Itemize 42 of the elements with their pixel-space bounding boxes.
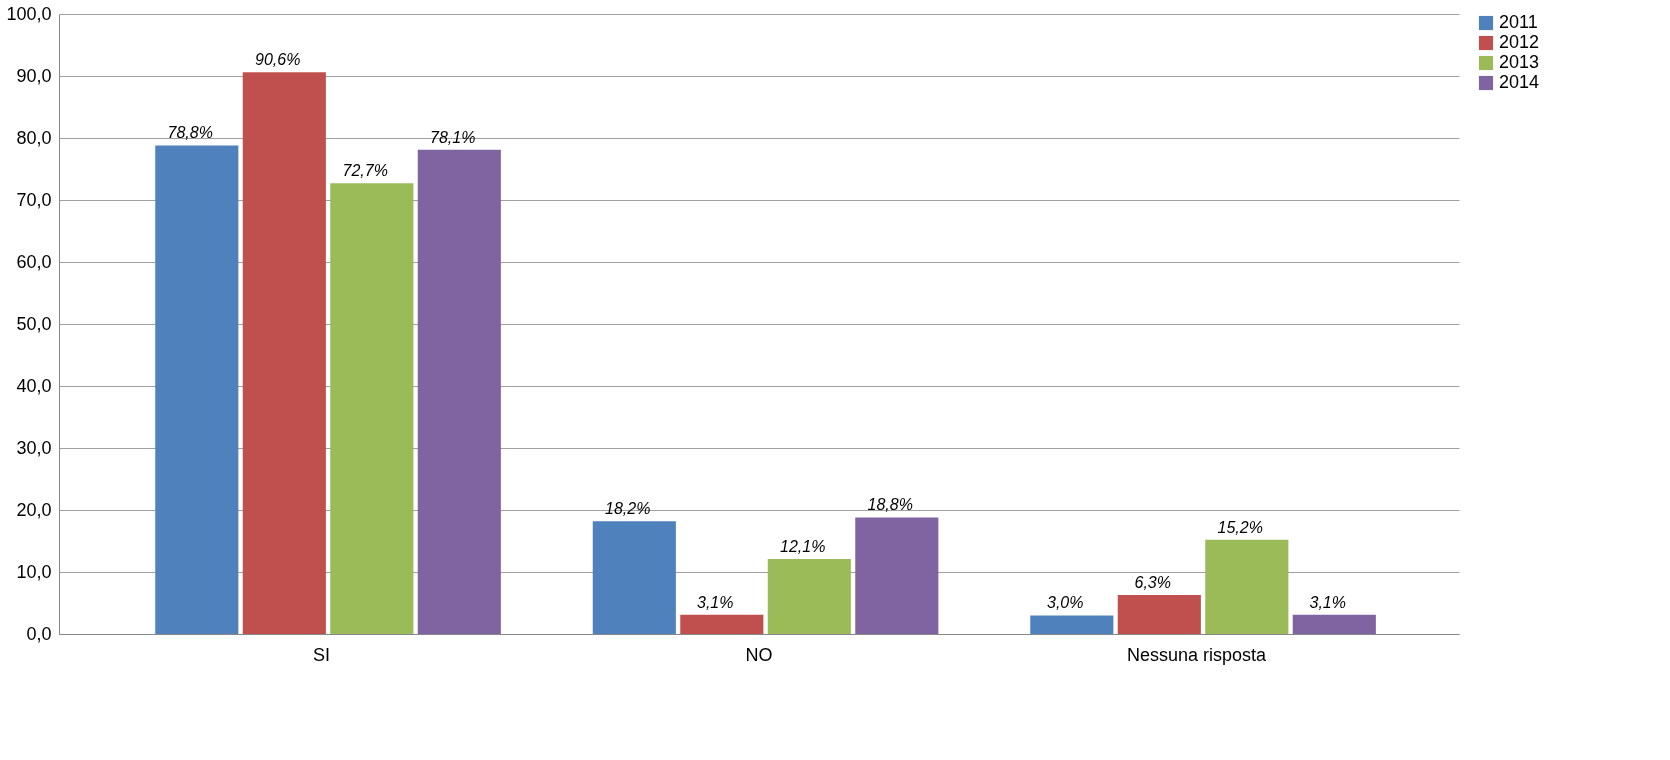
data-label: 78,1%	[430, 128, 476, 146]
data-label: 6,3%	[1134, 573, 1171, 591]
bar	[1205, 539, 1289, 634]
data-label: 3,1%	[697, 593, 734, 611]
y-tick-label: 20,0	[16, 499, 52, 520]
bar	[330, 183, 414, 634]
y-tick-label: 50,0	[16, 313, 52, 334]
data-label: 90,6%	[255, 51, 301, 69]
y-tick-label: 70,0	[16, 189, 52, 210]
y-tick-label: 100,0	[6, 3, 52, 24]
bar	[767, 558, 851, 634]
y-tick-label: 0,0	[26, 623, 52, 644]
data-label: 72,7%	[342, 162, 388, 180]
bar	[417, 149, 501, 634]
legend-label: 2012	[1499, 32, 1540, 52]
x-tick-label: Nessuna risposta	[1126, 644, 1268, 665]
y-tick-label: 10,0	[16, 561, 52, 582]
bar	[592, 521, 676, 634]
legend-label: 2011	[1499, 12, 1538, 32]
bar	[1292, 614, 1376, 634]
data-label: 18,8%	[867, 496, 913, 514]
bar	[855, 517, 939, 634]
data-label: 78,8%	[167, 124, 213, 142]
data-label: 3,0%	[1047, 594, 1084, 612]
data-label: 3,1%	[1309, 593, 1346, 611]
y-tick-label: 30,0	[16, 437, 52, 458]
data-label: 18,2%	[605, 500, 651, 518]
bar	[680, 614, 764, 634]
bar	[1030, 615, 1114, 634]
x-tick-label: NO	[745, 644, 773, 665]
data-label: 12,1%	[780, 537, 826, 555]
legend-label: 2013	[1499, 52, 1540, 72]
y-tick-label: 90,0	[16, 65, 52, 86]
y-tick-label: 60,0	[16, 251, 52, 272]
bar	[242, 72, 326, 634]
data-label: 15,2%	[1217, 518, 1263, 536]
bar	[1117, 594, 1201, 634]
legend-label: 2014	[1499, 72, 1540, 92]
bar	[155, 145, 239, 634]
x-tick-label: SI	[312, 644, 331, 665]
y-tick-label: 40,0	[16, 375, 52, 396]
y-tick-label: 80,0	[16, 127, 52, 148]
